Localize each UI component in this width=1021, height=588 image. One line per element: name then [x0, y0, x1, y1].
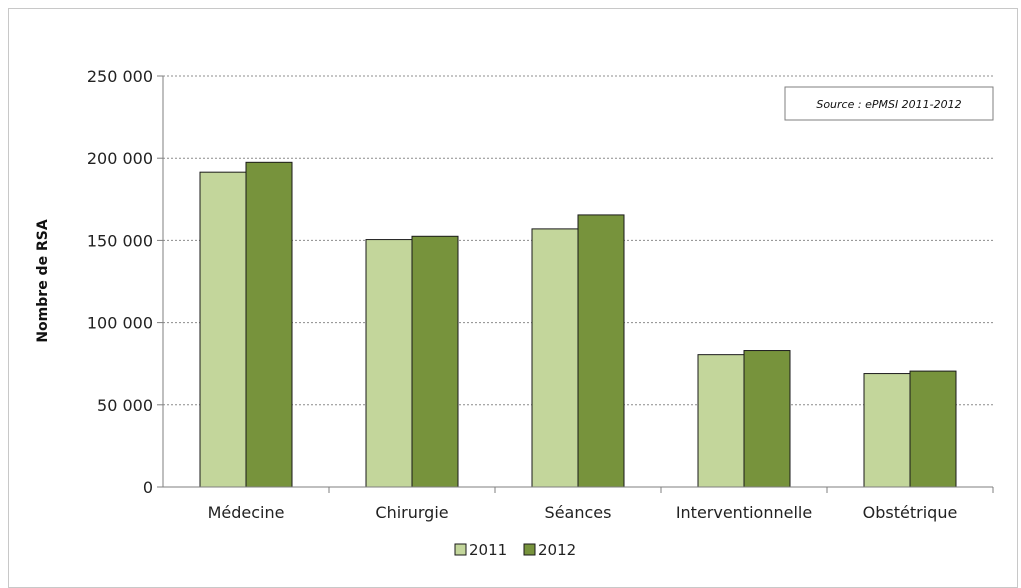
bar-2012-0 — [245, 161, 293, 488]
y-tick-label: 100 000 — [87, 314, 153, 333]
bar-2012-3 — [743, 350, 791, 488]
source-box — [784, 86, 994, 121]
y-tick-label: 50 000 — [97, 396, 153, 415]
legend: 2011 2012 — [454, 541, 576, 559]
bar-chart: 0 50 000 100 000 150 000 200 000 250 000 Méde… — [35, 67, 994, 559]
x-category-label: Séances — [545, 503, 612, 522]
bar-2011-0 — [199, 171, 247, 488]
bar-2012-1 — [411, 235, 459, 488]
bars — [199, 161, 957, 488]
legend-swatch-2011 — [454, 543, 467, 556]
bar-2011-1 — [365, 239, 413, 488]
x-axis-labels: Médecine Chirurgie Séances Interventionnell… — [208, 503, 958, 522]
x-category-label: Interventionnelle — [676, 503, 812, 522]
bar-2011-4 — [863, 373, 911, 488]
source-annotation: Source : ePMSI 2011-2012 — [784, 86, 994, 121]
x-category-label: Obstétrique — [863, 503, 958, 522]
y-tick-label: 0 — [143, 478, 153, 497]
y-axis-title: Nombre de RSA — [35, 219, 51, 342]
x-category-label: Chirurgie — [375, 503, 448, 522]
bar-2012-2 — [577, 214, 625, 488]
y-tick-label: 150 000 — [87, 231, 153, 250]
y-axis-ticks: 0 50 000 100 000 150 000 200 000 250 000 — [87, 67, 163, 497]
x-category-label: Médecine — [208, 503, 285, 522]
source-text: Source : ePMSI 2011-2012 — [816, 98, 961, 111]
axes — [162, 76, 994, 493]
y-tick-label: 250 000 — [87, 67, 153, 86]
bar-2012-4 — [909, 370, 957, 488]
legend-swatch-2012 — [523, 543, 536, 556]
bar-2011-3 — [697, 354, 745, 488]
bar-2011-2 — [531, 228, 579, 488]
y-tick-label: 200 000 — [87, 149, 153, 168]
legend-label-2011: 2011 — [469, 541, 507, 559]
legend-label-2012: 2012 — [538, 541, 576, 559]
